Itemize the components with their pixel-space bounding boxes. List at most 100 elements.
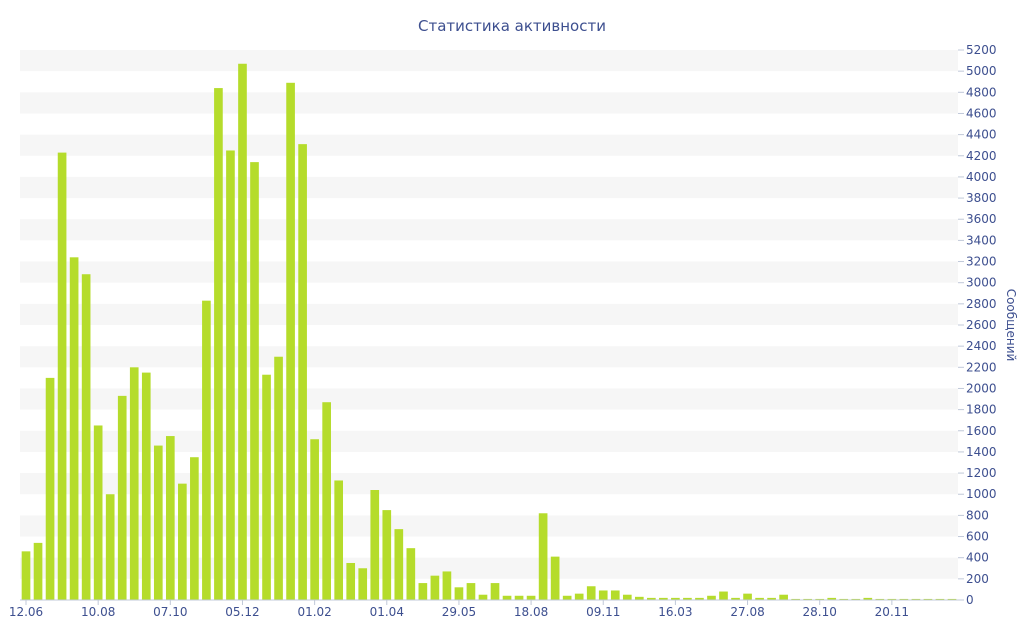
- x-tick-label: 28.10: [803, 605, 837, 619]
- bar: [791, 598, 800, 600]
- bar: [442, 571, 452, 600]
- bar: [911, 598, 921, 600]
- x-tick-label: 05.12: [225, 605, 259, 619]
- bar: [731, 597, 740, 600]
- bar: [105, 494, 115, 600]
- bar: [827, 597, 837, 600]
- bar: [430, 575, 440, 600]
- bar: [202, 300, 211, 600]
- bar: [454, 587, 464, 600]
- bar: [153, 445, 163, 600]
- grid-band: [20, 92, 958, 114]
- x-tick-label: 12.06: [9, 605, 43, 619]
- bar: [935, 598, 945, 600]
- bar: [226, 150, 235, 601]
- bar: [250, 162, 259, 600]
- y-tick-label: 3800: [966, 191, 997, 205]
- bar: [923, 598, 933, 600]
- bar: [550, 556, 560, 600]
- bar: [634, 596, 644, 600]
- bar: [719, 591, 728, 600]
- y-tick-label: 2200: [966, 360, 997, 374]
- bar: [514, 595, 524, 600]
- x-tick-label: 20.11: [875, 605, 909, 619]
- bar: [69, 257, 79, 600]
- bar: [358, 568, 368, 600]
- bar: [274, 356, 283, 600]
- y-tick-label: 2600: [966, 318, 997, 332]
- bar: [45, 377, 55, 600]
- bar: [21, 551, 31, 600]
- bar: [526, 595, 536, 600]
- bar: [743, 593, 752, 600]
- y-tick-label: 400: [966, 551, 989, 565]
- bar: [502, 595, 512, 600]
- bar: [418, 583, 428, 600]
- y-tick-label: 1200: [966, 466, 997, 480]
- bar: [190, 457, 199, 600]
- bar: [815, 598, 825, 600]
- bar: [598, 590, 608, 600]
- grid-band: [20, 50, 958, 72]
- bar: [622, 594, 632, 600]
- bar: [647, 597, 656, 600]
- y-tick-label: 1600: [966, 424, 997, 438]
- grid-band: [20, 346, 958, 368]
- x-axis-ticks: 12.06 10.08 07.10 05.12 01.02 01.04 29.05 18.08…: [9, 600, 909, 619]
- bar: [586, 586, 596, 600]
- bar: [947, 598, 957, 600]
- bar: [683, 597, 692, 600]
- x-tick-label: 01.04: [370, 605, 404, 619]
- bar: [478, 594, 488, 600]
- bar: [382, 510, 392, 600]
- bar: [767, 597, 776, 600]
- y-tick-label: 5200: [966, 43, 997, 57]
- grid-band: [20, 134, 958, 156]
- bar: [165, 436, 175, 600]
- bar: [141, 372, 151, 600]
- y-tick-label: 3000: [966, 276, 997, 290]
- bar: [406, 548, 416, 600]
- y-tick-label: 600: [966, 530, 989, 544]
- bar-series: [21, 63, 957, 601]
- y-axis-ticks: 0 200 400 600 800 1000 1200 1400 1600 1800 2000 220…: [958, 43, 997, 607]
- grid-band: [20, 176, 958, 199]
- bar: [214, 88, 223, 600]
- bar: [887, 598, 897, 600]
- bar: [695, 597, 704, 600]
- grid-band: [20, 303, 958, 325]
- y-tick-label: 0: [966, 593, 974, 607]
- bar: [851, 598, 861, 600]
- x-tick-label: 27.08: [730, 605, 764, 619]
- bar: [81, 274, 91, 600]
- y-tick-label: 4200: [966, 149, 997, 163]
- x-tick-label: 29.05: [442, 605, 476, 619]
- bar: [346, 562, 356, 600]
- x-tick-label: 16.03: [658, 605, 692, 619]
- x-tick-label: 10.08: [81, 605, 115, 619]
- bar: [839, 598, 849, 600]
- y-tick-label: 4800: [966, 85, 997, 99]
- y-tick-label: 2400: [966, 339, 997, 353]
- bar: [659, 597, 668, 600]
- bar: [298, 144, 307, 600]
- y-tick-label: 2800: [966, 297, 997, 311]
- bar: [610, 590, 620, 600]
- bar: [574, 593, 584, 600]
- y-tick-label: 1000: [966, 487, 997, 501]
- bar: [238, 63, 247, 600]
- bar: [466, 583, 476, 600]
- y-tick-label: 1400: [966, 445, 997, 459]
- y-tick-label: 5000: [966, 64, 997, 78]
- y-tick-label: 4400: [966, 128, 997, 142]
- bar: [803, 598, 813, 600]
- bar: [490, 583, 500, 600]
- bar: [875, 598, 885, 600]
- bar: [286, 82, 295, 601]
- bar: [117, 395, 127, 600]
- bar: [779, 594, 788, 600]
- y-tick-label: 800: [966, 508, 989, 522]
- bar: [93, 425, 103, 600]
- bar: [322, 402, 331, 600]
